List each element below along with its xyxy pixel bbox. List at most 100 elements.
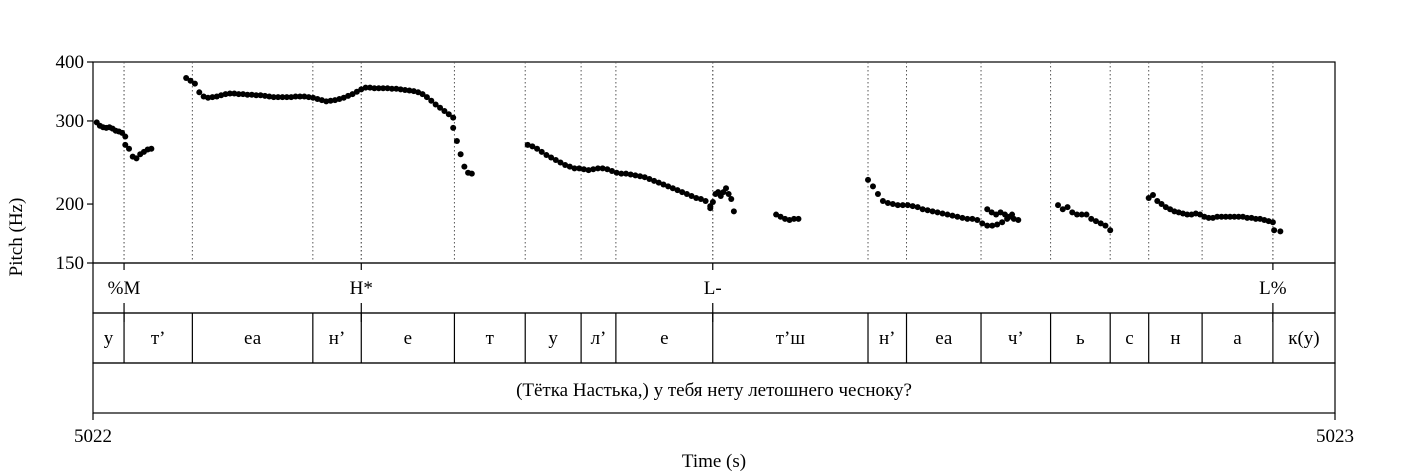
pitch-point bbox=[270, 94, 277, 101]
pitch-point bbox=[1222, 213, 1229, 220]
pitch-point bbox=[1205, 214, 1212, 221]
pitch-point bbox=[196, 89, 203, 96]
pitch-point bbox=[693, 194, 700, 201]
pitch-point bbox=[209, 94, 216, 101]
pitch-point bbox=[275, 94, 282, 101]
pitch-point bbox=[655, 179, 662, 186]
pitch-point bbox=[126, 145, 133, 152]
pitch-point bbox=[397, 86, 404, 93]
pitch-point bbox=[997, 209, 1004, 216]
pitch-point bbox=[349, 91, 356, 98]
pitch-point bbox=[594, 165, 601, 172]
pitch-point bbox=[674, 187, 681, 194]
pitch-point bbox=[292, 93, 299, 100]
pitch-points bbox=[93, 74, 1284, 235]
pitch-point bbox=[929, 208, 936, 215]
pitch-point bbox=[266, 93, 273, 100]
pitch-point bbox=[235, 91, 242, 98]
pitch-point bbox=[889, 201, 896, 208]
pitch-point bbox=[461, 163, 468, 170]
pitch-point bbox=[524, 141, 531, 148]
pitch-point bbox=[1269, 219, 1276, 226]
pitch-point bbox=[253, 92, 260, 99]
y-tick-label: 200 bbox=[56, 194, 85, 215]
pitch-point bbox=[457, 151, 464, 158]
pitch-point bbox=[288, 94, 295, 101]
pitch-point bbox=[590, 166, 597, 173]
pitch-point bbox=[969, 215, 976, 222]
pitch-point bbox=[388, 85, 395, 92]
pitch-point bbox=[323, 98, 330, 105]
pitch-point bbox=[353, 88, 360, 95]
pitch-point bbox=[1097, 220, 1104, 227]
x-tick-label-start: 5022 bbox=[74, 426, 112, 447]
pitch-point bbox=[1271, 227, 1278, 234]
pitch-point bbox=[627, 171, 634, 178]
pitch-point bbox=[1074, 211, 1080, 218]
pitch-point bbox=[580, 166, 587, 173]
pitch-point bbox=[148, 145, 155, 152]
pitch-point bbox=[437, 104, 444, 111]
pitch-point bbox=[453, 138, 460, 145]
pitch-point bbox=[557, 159, 564, 166]
boundary-dotted-lines bbox=[123, 62, 1274, 263]
pitch-point bbox=[869, 183, 876, 190]
pitch-point bbox=[879, 197, 886, 204]
pitch-point bbox=[367, 84, 374, 91]
pitch-point bbox=[909, 203, 916, 210]
y-tick-label: 300 bbox=[56, 111, 85, 132]
pitch-point bbox=[1244, 214, 1251, 221]
pitch-point bbox=[371, 85, 378, 92]
tone-label: H* bbox=[350, 278, 373, 299]
pitch-point bbox=[468, 170, 475, 177]
pitch-point bbox=[613, 169, 620, 176]
sentence-tier-frame bbox=[92, 362, 1336, 414]
pitch-point bbox=[725, 191, 732, 198]
pitch-point bbox=[683, 191, 690, 198]
segment-label: к(у) bbox=[1288, 328, 1319, 349]
pitch-point bbox=[688, 193, 695, 200]
pitch-point bbox=[205, 94, 212, 101]
segment-label: у bbox=[104, 328, 114, 349]
segment-label: ь bbox=[1076, 328, 1085, 349]
pitch-point bbox=[984, 206, 991, 213]
segment-tier: у т’ еа н’ е т у л’ е т’ш н’ еа ч’ ь с н а к(у) bbox=[104, 328, 1320, 349]
pitch-point bbox=[651, 177, 658, 184]
pitch-point bbox=[244, 91, 251, 98]
pitch-point bbox=[283, 94, 290, 101]
pitch-point bbox=[450, 114, 457, 121]
pitch-point bbox=[623, 170, 630, 177]
pitch-point bbox=[1006, 213, 1013, 220]
segment-label: е bbox=[660, 328, 668, 349]
pitch-point bbox=[865, 176, 872, 183]
segment-label: л’ bbox=[591, 328, 607, 349]
pitch-point bbox=[305, 94, 312, 101]
pitch-point bbox=[122, 141, 129, 148]
pitch-point bbox=[450, 124, 457, 131]
pitch-point bbox=[904, 202, 911, 209]
pitch-point bbox=[231, 90, 238, 97]
pitch-point bbox=[599, 165, 606, 172]
pitch-point bbox=[375, 85, 382, 92]
pitch-point bbox=[1145, 194, 1152, 201]
y-axis-label: Pitch (Hz) bbox=[6, 198, 27, 277]
pitch-point bbox=[1055, 202, 1062, 209]
pitch-point bbox=[1064, 204, 1071, 211]
pitch-point bbox=[618, 170, 625, 177]
pitch-point bbox=[702, 197, 709, 204]
boundary-solid-lines bbox=[123, 263, 1274, 363]
tone-label: L% bbox=[1259, 278, 1287, 299]
pitch-point bbox=[571, 165, 578, 172]
pitch-point bbox=[728, 195, 735, 202]
pitch-point bbox=[327, 97, 334, 104]
tone-label: %M bbox=[108, 278, 141, 299]
pitch-point bbox=[1218, 213, 1225, 220]
pitch-point bbox=[380, 85, 387, 92]
pitch-point bbox=[959, 214, 966, 221]
pitch-point bbox=[1252, 215, 1259, 222]
pitch-point bbox=[240, 91, 247, 98]
pitch-point bbox=[384, 85, 391, 92]
pitch-point bbox=[632, 172, 639, 179]
pitch-point bbox=[723, 185, 730, 192]
pitch-point bbox=[874, 191, 881, 198]
